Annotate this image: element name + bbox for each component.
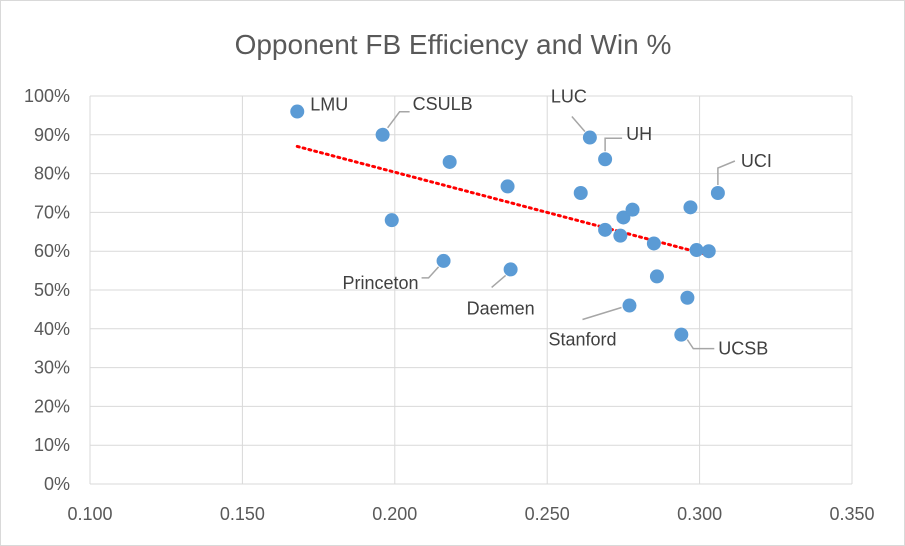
tick-layer: 0% 10% 20% 30% 40% 50% 60% 70% 80% 90% 100% 0.100 0.… [24,86,875,524]
data-point [625,202,640,217]
leader-line [717,160,736,185]
leader-line [421,266,440,279]
data-point [680,290,695,305]
y-tick-label: 60% [34,241,70,261]
y-tick-label: 0% [44,474,70,494]
x-tick-label: 0.250 [525,504,570,524]
point-label: Stanford [548,330,616,350]
point-label: Princeton [343,273,419,293]
y-tick-label: 20% [34,396,70,416]
point-label: LMU [310,95,348,115]
data-point [573,186,588,200]
data-point [500,179,515,194]
chart-title: Opponent FB Efficiency and Win % [235,29,672,60]
data-point [710,186,725,200]
grid-layer [89,95,853,485]
trendline [295,144,711,257]
trend-layer [295,144,711,257]
data-point [701,244,716,259]
y-tick-label: 40% [34,319,70,339]
leader-layer [387,111,736,350]
data-point [375,127,390,142]
y-tick-label: 80% [34,164,70,184]
leader-line [604,137,623,152]
data-point [613,228,628,243]
point-label: UH [626,124,652,144]
x-tick-label: 0.150 [220,504,265,524]
leader-line [387,111,410,129]
point-label: CSULB [413,94,473,114]
y-tick-label: 90% [34,125,70,145]
point-label: LUC [551,87,587,107]
leader-line [571,116,586,133]
leader-line [686,339,715,350]
data-point [598,222,613,237]
data-point [689,243,704,258]
leader-line [582,306,622,321]
y-tick-label: 10% [34,435,70,455]
data-point [503,262,518,277]
data-point [622,298,637,313]
data-point [436,253,451,268]
y-tick-label: 50% [34,280,70,300]
data-point [598,152,613,167]
point-label: Daemen [467,298,535,318]
data-point [646,236,661,251]
data-point [683,200,698,215]
data-point [674,327,689,342]
point-label: UCI [741,151,772,171]
point-layer [290,104,725,342]
y-tick-label: 100% [24,86,70,106]
data-point [442,154,457,169]
x-tick-label: 0.100 [67,504,112,524]
x-tick-label: 0.350 [829,504,874,524]
y-tick-label: 30% [34,358,70,378]
point-label: UCSB [718,339,768,359]
data-point [290,104,305,119]
x-tick-label: 0.300 [677,504,722,524]
y-tick-label: 70% [34,202,70,222]
data-point [582,130,597,145]
data-point [616,210,631,225]
x-tick-label: 0.200 [372,504,417,524]
data-point [649,269,664,284]
label-layer: LMU CSULB Princeton Daemen LUC UH Stanford UCSB… [310,87,772,359]
data-point [384,213,399,228]
leader-line [491,274,507,289]
